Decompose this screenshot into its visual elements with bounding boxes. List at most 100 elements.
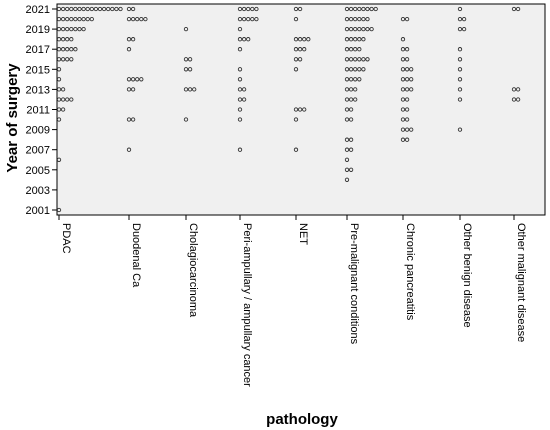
data-point xyxy=(297,107,303,112)
data-point xyxy=(89,16,94,22)
data-point xyxy=(126,47,132,52)
data-point xyxy=(246,6,251,12)
data-point xyxy=(69,47,74,52)
data-point xyxy=(457,77,463,82)
data-point xyxy=(353,87,358,92)
data-point xyxy=(56,47,62,52)
data-point xyxy=(404,16,410,22)
data-point xyxy=(344,57,350,62)
data-point xyxy=(365,16,370,22)
data-point xyxy=(126,6,132,12)
data-point xyxy=(365,26,370,32)
data-point xyxy=(60,37,66,42)
data-point xyxy=(60,87,66,92)
data-point xyxy=(348,67,354,72)
data-point xyxy=(511,6,517,12)
y-tick-label: 2005 xyxy=(26,165,50,177)
y-tick-label: 2021 xyxy=(26,4,50,16)
x-category-label: PDAC xyxy=(60,223,72,254)
data-point xyxy=(254,16,259,22)
data-point xyxy=(130,16,136,22)
data-point xyxy=(81,26,86,32)
data-point xyxy=(348,37,354,42)
data-point xyxy=(344,107,350,112)
data-point xyxy=(56,6,62,12)
data-point xyxy=(250,6,255,12)
data-point xyxy=(348,147,354,152)
data-point xyxy=(73,26,78,32)
data-point xyxy=(511,87,517,92)
x-axis-title: pathology xyxy=(266,411,338,428)
x-category-label: Pre-malignant conditions xyxy=(348,223,360,345)
data-point xyxy=(353,16,358,22)
data-point xyxy=(183,87,189,92)
data-point xyxy=(400,57,406,62)
data-point xyxy=(457,16,463,22)
y-tick-label: 2003 xyxy=(26,185,50,197)
data-point xyxy=(348,107,354,112)
data-point xyxy=(457,87,463,92)
data-point xyxy=(93,6,99,12)
x-category-label: Cholagiocarcinoma xyxy=(187,223,199,318)
data-point xyxy=(56,57,62,62)
data-point xyxy=(69,16,74,22)
data-point xyxy=(130,37,136,42)
data-point xyxy=(77,16,82,22)
data-point xyxy=(297,47,303,52)
data-point xyxy=(60,107,66,112)
data-point xyxy=(126,147,132,152)
data-point xyxy=(348,137,354,142)
y-tick-label: 2017 xyxy=(26,44,50,56)
data-point xyxy=(353,97,358,102)
data-point xyxy=(77,6,82,12)
data-point xyxy=(357,26,362,32)
data-point xyxy=(237,147,243,152)
data-point xyxy=(302,107,307,112)
data-point xyxy=(97,6,103,12)
data-point xyxy=(302,47,307,52)
data-point xyxy=(293,57,299,62)
data-point xyxy=(69,57,74,62)
data-point xyxy=(404,107,410,112)
data-point xyxy=(348,47,354,52)
data-point xyxy=(69,37,74,42)
data-point xyxy=(353,6,358,12)
data-point xyxy=(409,87,414,92)
data-point xyxy=(404,87,410,92)
data-point xyxy=(357,47,362,52)
data-point xyxy=(56,26,62,32)
x-category-label: NET xyxy=(297,223,309,245)
data-point xyxy=(65,47,70,52)
data-point xyxy=(409,127,414,132)
data-point xyxy=(69,97,74,102)
data-point xyxy=(344,177,350,182)
y-tick-label: 2015 xyxy=(26,64,50,76)
data-point xyxy=(373,6,378,12)
data-point xyxy=(297,37,303,42)
data-point xyxy=(187,67,193,72)
data-point xyxy=(56,37,62,42)
x-category-label: Duodenal Ca xyxy=(130,223,142,288)
data-point xyxy=(85,16,90,22)
data-point xyxy=(348,87,354,92)
data-point xyxy=(126,87,132,92)
data-point xyxy=(293,67,299,72)
data-point xyxy=(187,87,193,92)
x-category-label: Peri-ampullary / ampullary cancer xyxy=(241,223,253,387)
data-point xyxy=(60,16,66,22)
data-point xyxy=(56,117,62,122)
data-point xyxy=(65,57,70,62)
data-point xyxy=(126,16,132,22)
data-point xyxy=(409,77,414,82)
data-point xyxy=(344,147,350,152)
data-point xyxy=(293,117,299,122)
data-point xyxy=(361,37,366,42)
data-point xyxy=(457,97,463,102)
data-point xyxy=(65,16,70,22)
data-point xyxy=(293,6,299,12)
data-point xyxy=(361,26,366,32)
data-point xyxy=(254,6,259,12)
data-point xyxy=(344,167,350,172)
data-point xyxy=(511,97,517,102)
data-point xyxy=(361,57,366,62)
